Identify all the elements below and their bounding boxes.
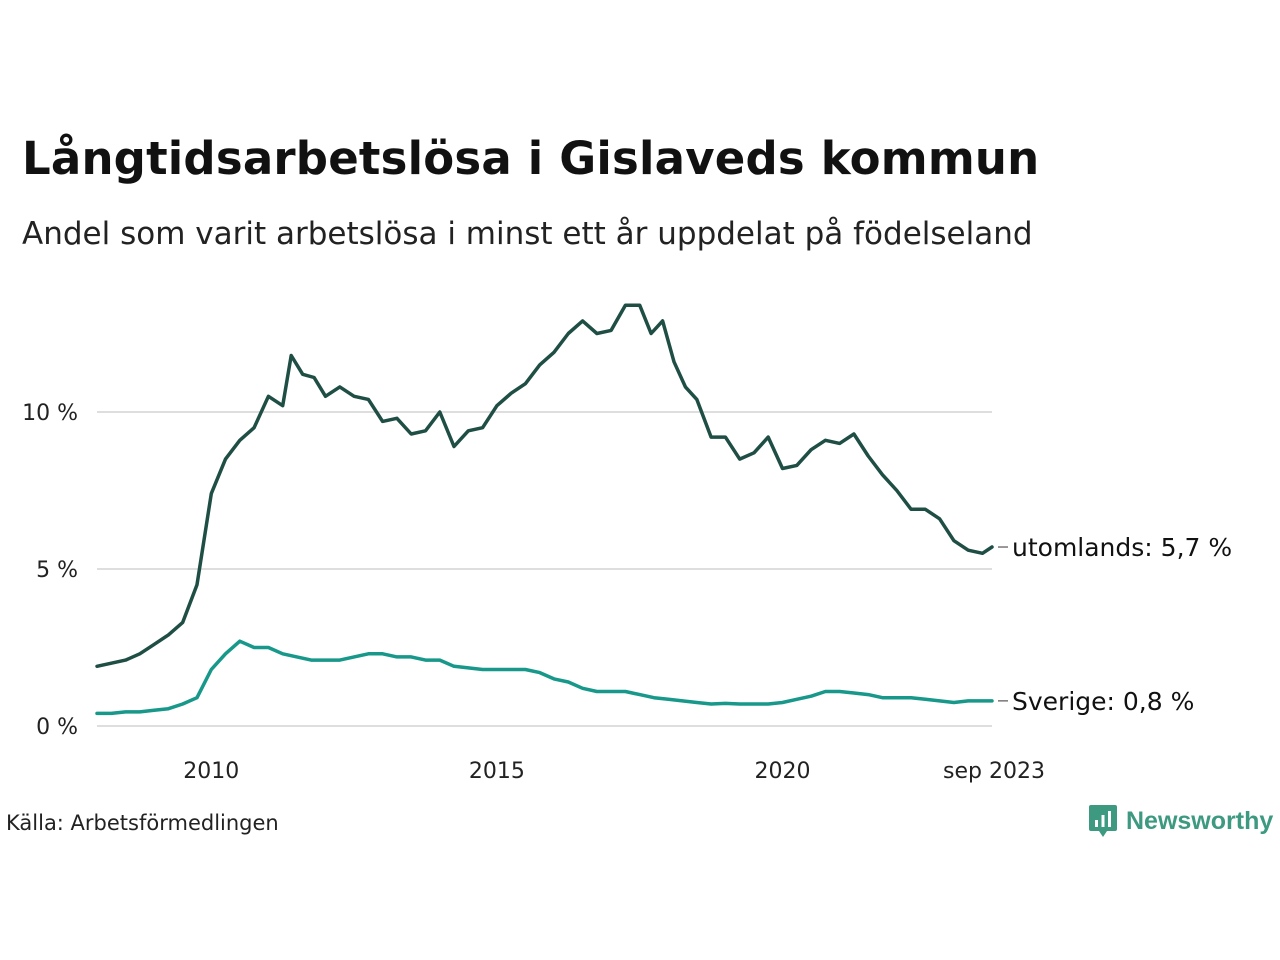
- y-tick-label: 10 %: [22, 401, 78, 426]
- y-tick-label: 0 %: [36, 715, 78, 740]
- gridlines: [97, 411, 992, 727]
- x-tick-label: 2020: [755, 759, 811, 784]
- source-note: Källa: Arbetsförmedlingen: [6, 811, 279, 835]
- series-line-utomlands: [95, 303, 994, 669]
- y-axis-labels: 0 % 5 % 10 %: [22, 401, 78, 740]
- chart-subtitle: Andel som varit arbetslösa i minst ett å…: [22, 216, 1033, 252]
- series-lines: [95, 303, 994, 716]
- x-axis-labels: 2010 2015 2020 sep 2023: [183, 759, 1045, 784]
- series-end-label: Sverige: 0,8 %: [1012, 687, 1194, 716]
- x-tick-label: sep 2023: [943, 759, 1045, 784]
- x-tick-label: 2010: [183, 759, 239, 784]
- y-tick-label: 5 %: [36, 558, 78, 583]
- brand-logo: Newsworthy: [1088, 803, 1273, 839]
- chart-title: Långtidsarbetslösa i Gislaveds kommun: [22, 132, 1040, 185]
- newsworthy-logo-icon: [1089, 805, 1117, 837]
- series-end-labels: utomlands: 5,7 % Sverige: 0,8 %: [998, 533, 1232, 716]
- series-line-sverige: [95, 639, 994, 716]
- x-tick-label: 2015: [469, 759, 525, 784]
- series-end-label: utomlands: 5,7 %: [1012, 533, 1232, 562]
- brand-name: Newsworthy: [1126, 806, 1274, 835]
